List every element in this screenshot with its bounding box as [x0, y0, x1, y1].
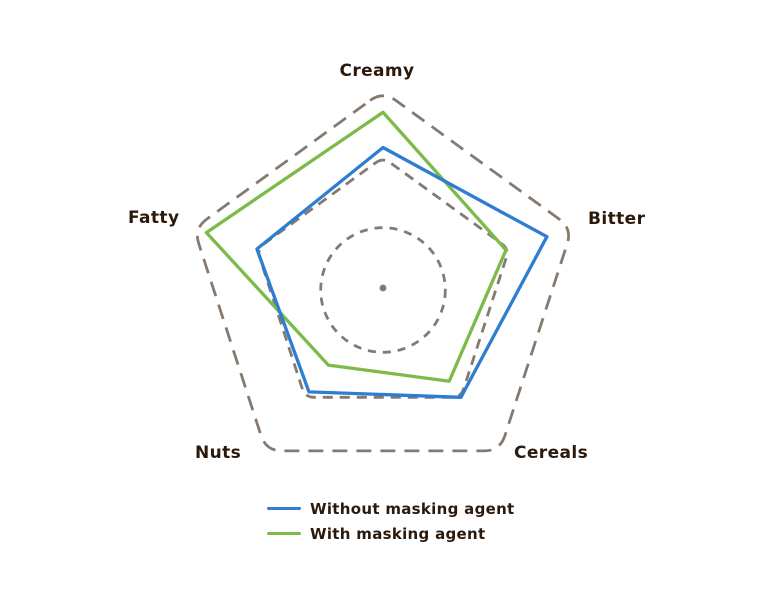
grid-ring-3-pentagon	[196, 94, 570, 453]
chart-legend: Without masking agent With masking agent	[267, 499, 515, 543]
axis-label-fatty: Fatty	[128, 208, 180, 228]
axis-label-cereals: Cereals	[514, 443, 589, 463]
legend-item-without-masking-agent: Without masking agent	[267, 499, 515, 518]
legend-swatch-with-masking-agent	[267, 531, 301, 536]
legend-item-with-masking-agent: With masking agent	[267, 524, 515, 543]
legend-swatch-without-masking-agent	[267, 506, 301, 511]
grid-center-dot	[379, 284, 387, 292]
axis-label-nuts: Nuts	[195, 443, 242, 463]
series-polygon-with-masking-agent	[204, 110, 508, 383]
grid-ring-1-circle	[319, 226, 447, 354]
axis-label-creamy: Creamy	[339, 61, 415, 81]
legend-label-without-masking-agent: Without masking agent	[310, 499, 515, 518]
series-polygon-without-masking-agent	[255, 145, 549, 399]
legend-label-with-masking-agent: With masking agent	[310, 524, 486, 543]
axis-label-bitter: Bitter	[588, 209, 646, 229]
